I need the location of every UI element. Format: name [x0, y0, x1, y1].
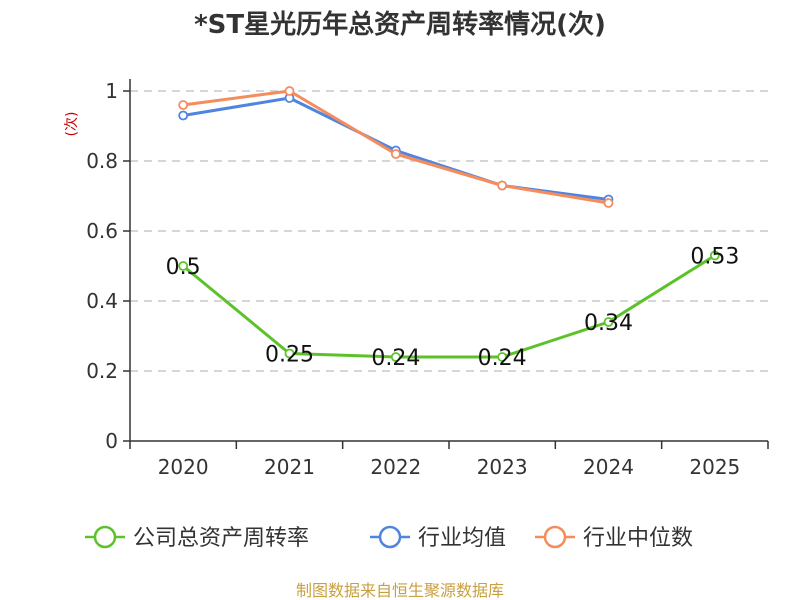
data-point[interactable] [390, 352, 401, 362]
data-point[interactable] [497, 180, 508, 191]
legend-label[interactable]: 行业中位数 [583, 526, 693, 551]
gridlines [130, 90, 768, 372]
data-label: 0.24 [478, 346, 527, 371]
data-label: 0.5 [166, 255, 201, 280]
data-point[interactable] [603, 198, 614, 208]
data-point[interactable] [284, 348, 295, 359]
data-point[interactable] [603, 317, 614, 327]
y-tick-label: 0.4 [86, 289, 118, 313]
data-labels: 0.5 0.25 0.24 0.24 0.34 0.53 [166, 245, 740, 372]
legend-label[interactable]: 行业均值 [418, 526, 506, 551]
legend-marker [543, 525, 567, 549]
x-tick-label: 2025 [689, 455, 740, 479]
chart-title: *ST星光历年总资产周转率情况(次) [194, 9, 606, 40]
data-point[interactable] [178, 100, 189, 110]
data-label: 0.25 [265, 343, 314, 368]
data-point[interactable] [390, 149, 401, 159]
axes: 0 0.2 0.4 0.6 0.8 1 2020 2021 2022 2023 2024 2025 [86, 79, 769, 479]
y-tick-label: 0.8 [86, 149, 118, 173]
data-label: 0.53 [690, 245, 739, 270]
y-tick-label: 0 [105, 429, 118, 453]
data-point[interactable] [284, 86, 295, 96]
data-label: 0.24 [371, 346, 420, 371]
y-axis-label: (次) [64, 112, 80, 137]
series-group [178, 86, 720, 362]
legend-marker [93, 525, 117, 549]
y-tick-label: 1 [105, 79, 118, 103]
data-point[interactable] [178, 261, 189, 271]
legend[interactable]: 公司总资产周转率 行业均值 行业中位数 [85, 525, 693, 551]
x-tick-label: 2021 [264, 455, 315, 479]
x-tick-label: 2020 [158, 455, 209, 479]
series-line [182, 254, 716, 359]
x-tick-label: 2024 [583, 455, 634, 479]
source-note: 制图数据来自恒生聚源数据库 [296, 581, 504, 600]
y-tick-label: 0.6 [86, 219, 118, 243]
x-tick-label: 2023 [477, 455, 528, 479]
legend-marker [378, 525, 402, 549]
x-tick-label: 2022 [370, 455, 421, 479]
data-label: 0.34 [584, 311, 633, 336]
legend-label[interactable]: 公司总资产周转率 [133, 526, 309, 551]
data-point[interactable] [178, 110, 189, 121]
data-point[interactable] [709, 250, 720, 261]
data-point[interactable] [497, 352, 508, 362]
y-tick-label: 0.2 [86, 359, 118, 383]
